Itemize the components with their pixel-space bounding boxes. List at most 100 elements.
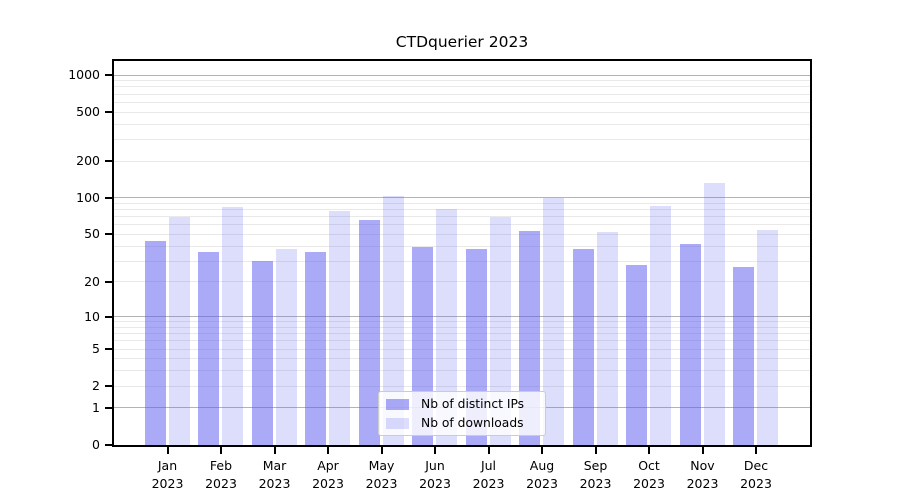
bar-distinct-ips	[198, 251, 219, 445]
y-tick-label: 0	[92, 437, 100, 452]
x-tick-label: Mar 2023	[247, 457, 303, 492]
x-tick-label: Feb 2023	[193, 457, 249, 492]
minor-gridline	[114, 333, 810, 335]
x-tick-year: 2023	[686, 475, 719, 491]
x-tick-label: Jun 2023	[407, 457, 463, 492]
x-tick-mark	[273, 447, 276, 454]
x-tick-label: Sep 2023	[568, 457, 624, 492]
bar-downloads	[489, 217, 511, 445]
x-tick-label: Nov 2023	[675, 457, 731, 492]
minor-gridline	[114, 160, 810, 162]
y-tick-mark	[105, 348, 114, 351]
x-tick-month: Jul	[480, 458, 497, 473]
x-tick-mark	[434, 447, 436, 454]
minor-gridline	[114, 370, 810, 372]
bar-distinct-ips	[679, 243, 701, 445]
x-tick-year: 2023	[205, 475, 237, 491]
x-tick-mark	[220, 447, 222, 454]
minor-gridline	[114, 111, 810, 113]
minor-gridline	[114, 209, 810, 211]
x-tick-label: Aug 2023	[514, 457, 570, 492]
legend-label: Nb of distinct IPs	[421, 397, 525, 411]
bar-downloads	[382, 196, 404, 445]
x-tick-label: Jul 2023	[461, 457, 517, 492]
x-tick-mark	[594, 447, 597, 454]
legend-label: Nb of downloads	[421, 416, 524, 430]
bar-distinct-ips	[251, 261, 273, 445]
bar-downloads	[436, 209, 457, 445]
x-tick-label: Oct 2023	[621, 457, 677, 492]
x-tick-mark	[541, 447, 543, 454]
bar-distinct-ips	[358, 219, 380, 445]
y-tick-mark	[105, 444, 114, 446]
x-tick-year: 2023	[740, 475, 772, 491]
minor-gridline	[114, 86, 810, 88]
minor-gridline	[114, 80, 810, 82]
legend-item-distinct-ips: Nb of distinct IPs	[386, 397, 538, 411]
plot-area: 0 1 2 5 10 20 50 100 200 500 1000 Jan 2023 Feb 2023 Mar…	[68, 59, 812, 491]
y-tick-label: 20	[84, 273, 100, 289]
x-tick-label: Apr 2023	[300, 457, 356, 492]
minor-gridline	[114, 348, 810, 350]
x-tick-month: Oct	[638, 458, 660, 473]
legend-item-downloads: Nb of downloads	[386, 416, 538, 430]
major-gridline	[114, 74, 810, 76]
minor-gridline	[114, 233, 810, 235]
y-tick-label: 100	[76, 189, 100, 205]
x-tick-month: Sep	[583, 458, 608, 473]
y-tick-mark	[105, 406, 114, 409]
major-gridline	[114, 197, 810, 199]
x-tick-month: Jan	[157, 458, 178, 473]
minor-gridline	[114, 245, 810, 247]
y-tick-label: 50	[84, 226, 100, 242]
x-tick-mark	[648, 447, 650, 454]
y-tick-mark	[105, 280, 114, 283]
minor-gridline	[114, 138, 810, 140]
x-tick-year: 2023	[419, 475, 451, 491]
x-tick-month: Nov	[690, 458, 715, 473]
x-tick-label: Dec 2023	[728, 457, 784, 492]
bar-distinct-ips	[626, 264, 647, 445]
y-tick-mark	[105, 111, 114, 114]
minor-gridline	[114, 326, 810, 328]
x-tick-month: Mar	[262, 458, 287, 473]
downloads-swatch-icon	[386, 417, 409, 429]
bar-downloads	[650, 205, 671, 445]
y-tick-mark	[105, 196, 114, 199]
y-tick-label: 5	[92, 341, 100, 357]
y-tick-label: 1000	[68, 67, 100, 83]
x-tick-mark	[166, 447, 169, 454]
chart-title: CTDquerier 2023	[395, 33, 529, 51]
bar-downloads	[757, 230, 778, 445]
x-tick-year: 2023	[633, 475, 665, 491]
y-tick-mark	[105, 385, 114, 388]
x-tick-month: Aug	[529, 458, 555, 473]
x-tick-year: 2023	[472, 475, 505, 491]
y-tick-label: 10	[84, 308, 100, 324]
y-tick-mark	[105, 315, 114, 318]
x-tick-label: May 2023	[354, 457, 410, 492]
major-gridline	[114, 316, 810, 318]
minor-gridline	[114, 358, 810, 360]
y-tick-mark	[105, 74, 114, 77]
bar-distinct-ips	[305, 251, 326, 445]
bar-downloads	[275, 248, 297, 445]
bar-distinct-ips	[733, 266, 754, 445]
minor-gridline	[114, 202, 810, 204]
x-tick-year: 2023	[151, 475, 184, 491]
bar-downloads	[329, 211, 350, 445]
bar-distinct-ips	[572, 248, 594, 445]
minor-gridline	[114, 93, 810, 95]
bar-downloads	[222, 207, 243, 445]
minor-gridline	[114, 224, 810, 226]
x-tick-month: Dec	[743, 458, 769, 473]
minor-gridline	[114, 216, 810, 218]
x-tick-mark	[380, 447, 383, 454]
x-tick-year: 2023	[365, 475, 398, 491]
minor-gridline	[114, 260, 810, 262]
bar-downloads	[596, 232, 618, 445]
x-tick-mark	[327, 447, 329, 454]
minor-gridline	[114, 385, 810, 387]
x-tick-month: Apr	[317, 458, 339, 473]
